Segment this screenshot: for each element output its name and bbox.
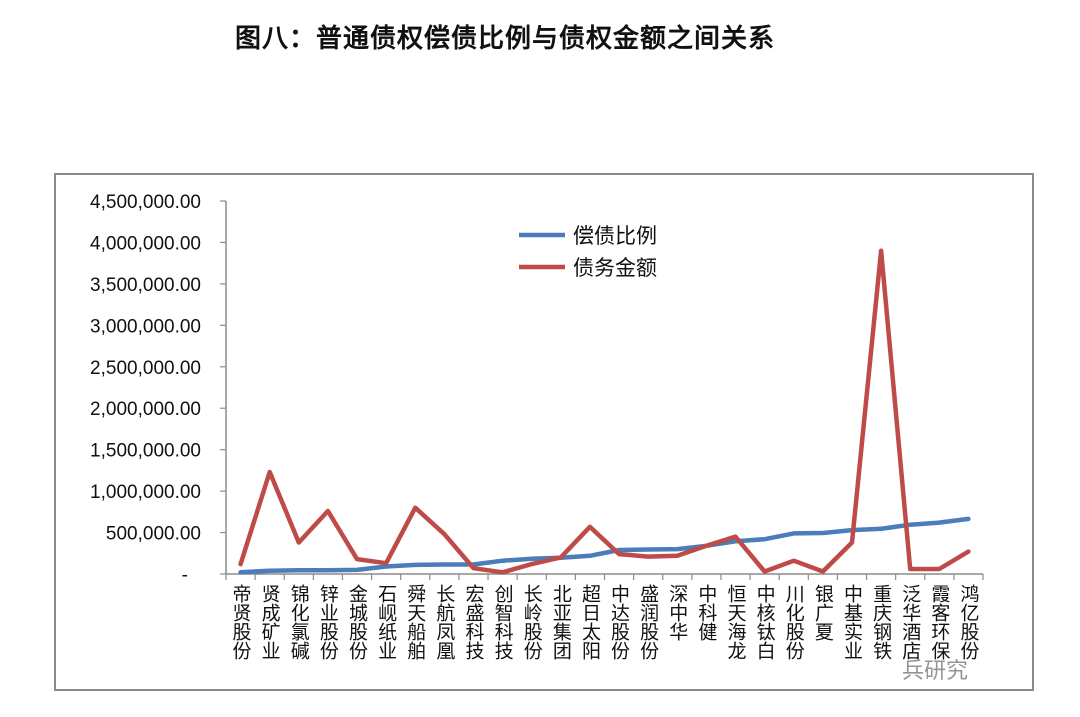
x-tick-label: 长岭股份: [521, 584, 543, 660]
y-tick-label: 500,000.00: [106, 524, 201, 545]
x-tick-label: 创智科技: [492, 584, 514, 660]
x-tick-label: 锌业股份: [317, 584, 339, 660]
legend-label: 债务金额: [573, 256, 657, 280]
x-tick-label: 长航凤凰: [433, 584, 455, 660]
x-tick-label: 中核钛白: [754, 584, 776, 660]
line-chart: - 500,000.00 1,000,000.00 1,500,000.00 2,000…: [90, 192, 984, 661]
x-tick-label: 中基实业: [841, 584, 863, 660]
y-tick-label: 4,000,000.00: [90, 233, 201, 254]
page-title: 图八：普通债权偿债比例与债权金额之间关系: [234, 24, 775, 54]
x-tick-label: 超日太阳: [579, 584, 601, 660]
x-tick-label: 鸿亿股份: [957, 584, 979, 660]
x-tick-label: 贤成矿业: [259, 584, 281, 660]
y-tick-label: 3,000,000.00: [90, 316, 201, 337]
x-tick-label: 金城股份: [346, 584, 368, 660]
series-line-1: [238, 516, 971, 575]
y-tick-label: 1,000,000.00: [90, 482, 201, 503]
x-tick-label: 舜天船舶: [404, 584, 426, 660]
x-tick-label: 川化股份: [783, 584, 805, 660]
chart-frame: - 500,000.00 1,000,000.00 1,500,000.00 2,000…: [54, 173, 1034, 691]
x-tick-label: 帝贤股份: [230, 584, 252, 660]
x-tick-label: 中科健: [695, 584, 717, 641]
y-tick-label: 3,500,000.00: [90, 275, 201, 296]
y-tick-label: 1,500,000.00: [90, 441, 201, 462]
y-tick-label: 4,500,000.00: [90, 192, 201, 213]
y-tick-label: 2,500,000.00: [90, 358, 201, 379]
y-tick-label: 2,000,000.00: [90, 399, 201, 420]
series-line-2: [238, 248, 971, 575]
x-tick-label: 重庆钢铁: [870, 584, 892, 660]
x-tick-label: 泛华酒店: [899, 584, 921, 660]
legend-label: 偿债比例: [573, 224, 657, 248]
x-tick-label: 深中华: [666, 584, 688, 641]
y-tick-label: -: [182, 565, 188, 586]
x-tick-label: 中达股份: [608, 584, 630, 660]
x-tick-label: 北亚集团: [550, 584, 572, 660]
x-tick-label: 石岘纸业: [375, 584, 397, 660]
x-tick-label: 恒天海龙: [725, 584, 747, 660]
x-tick-label: 盛润股份: [637, 584, 659, 660]
x-tick-label: 霞客环保: [928, 584, 950, 660]
x-tick-label: 宏盛科技: [462, 584, 484, 660]
x-tick-label: 银广夏: [812, 584, 834, 641]
watermark-text: 兵研究: [902, 659, 969, 684]
x-tick-label: 锦化氯碱: [288, 584, 310, 661]
